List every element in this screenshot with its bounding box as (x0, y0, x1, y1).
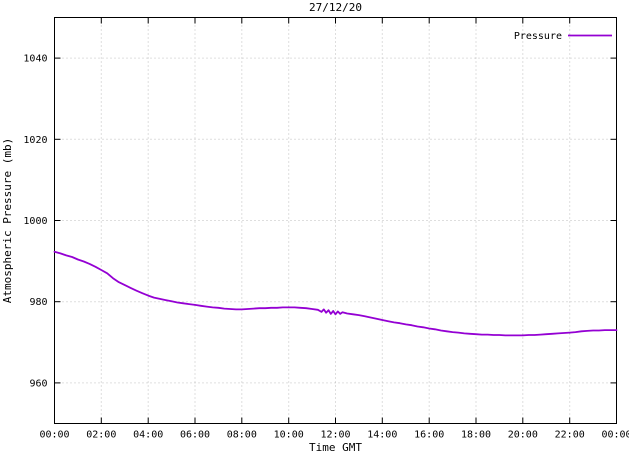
y-tick-label: 980 (29, 297, 47, 308)
x-tick-label: 22:00 (555, 430, 585, 441)
y-tick-label: 1000 (23, 216, 47, 227)
pressure-series-line (53, 250, 618, 337)
x-tick-label: 10:00 (274, 430, 304, 441)
y-axis-label: Atmospheric Pressure (mb) (1, 138, 14, 304)
y-tick-label: 1020 (23, 135, 47, 146)
chart-title: 27/12/20 (309, 1, 362, 14)
x-tick-label: 08:00 (227, 430, 257, 441)
x-tick-label: 14:00 (367, 430, 397, 441)
x-tick-label: 18:00 (461, 430, 491, 441)
plot-border (54, 17, 617, 424)
x-tick-label: 02:00 (86, 430, 116, 441)
x-tick-label: 00:00 (601, 430, 629, 441)
y-tick-label: 960 (29, 378, 47, 389)
x-axis-label: Time GMT (309, 441, 362, 454)
legend-label-pressure: Pressure (514, 31, 562, 42)
plot-generated-layer: 00:00 02:00 04:00 06:00 08:00 10:00 12:00 14:00… (23, 17, 629, 441)
x-tick-label: 06:00 (180, 430, 210, 441)
x-tick-label: 16:00 (414, 430, 444, 441)
x-tick-label: 20:00 (508, 430, 538, 441)
x-tick-label: 00:00 (39, 430, 69, 441)
y-tick-label: 1040 (23, 54, 47, 65)
x-tick-label: 12:00 (320, 430, 350, 441)
x-tick-label: 04:00 (133, 430, 163, 441)
